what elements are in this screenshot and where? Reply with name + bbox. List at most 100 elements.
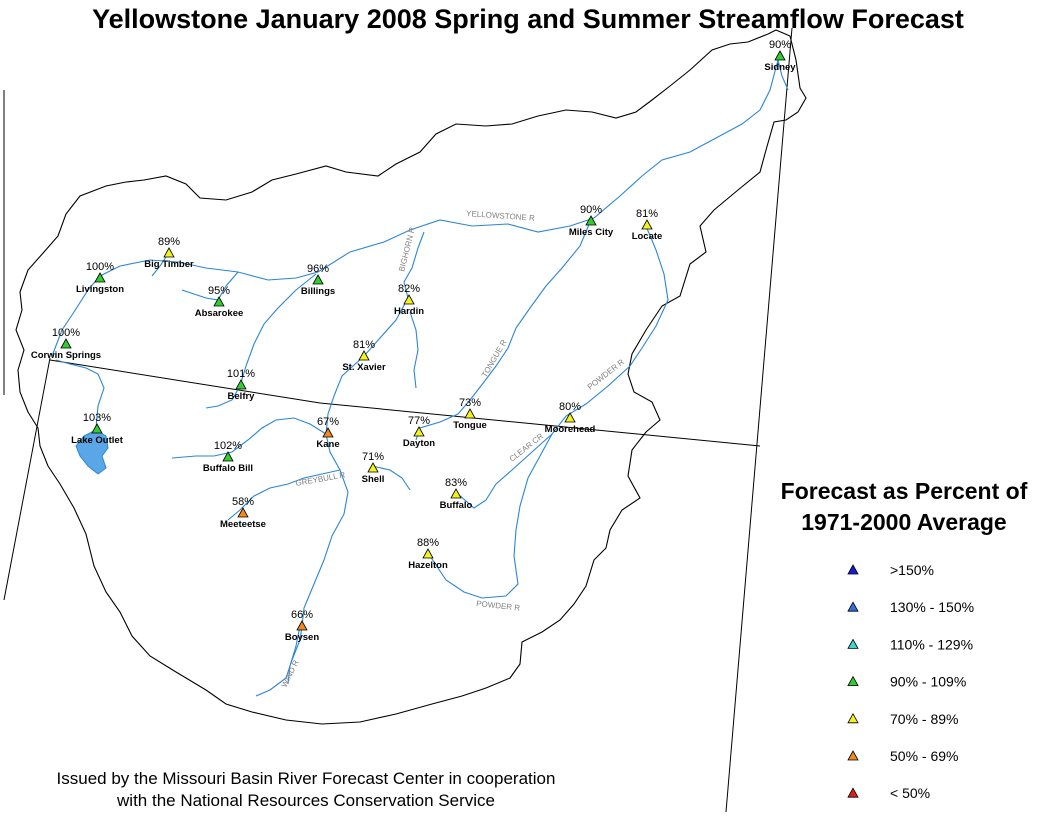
legend-item: 70% - 89% — [847, 711, 958, 727]
legend-item: >150% — [847, 562, 934, 578]
shoshone-river-line — [171, 417, 327, 459]
powder-river-line — [429, 225, 669, 599]
legend-item: 130% - 150% — [847, 599, 974, 615]
station-buffalo: 83% Buffalo — [440, 477, 473, 511]
legend-triangle-icon — [847, 601, 859, 612]
station-percent: 90% — [769, 39, 791, 51]
north-dakota-border-line — [725, 27, 793, 813]
tongue-river-line — [415, 221, 591, 441]
river-label: WIND R — [280, 658, 301, 689]
legend-label: 70% - 89% — [890, 711, 958, 727]
station-percent: 90% — [580, 204, 602, 216]
station-triangle-icon — [94, 272, 106, 283]
montana-wyoming-border-line — [49, 359, 761, 447]
river-label: YELLOWSTONE R — [466, 209, 535, 223]
legend-title-line2: 1971-2000 Average — [801, 509, 1007, 535]
legend-title-line1: Forecast as Percent of — [780, 478, 1028, 504]
station-triangle-icon — [358, 350, 370, 361]
station-shell: 71% Shell — [362, 451, 385, 485]
station-percent: 73% — [459, 397, 481, 409]
clear-creek-line — [457, 433, 553, 509]
station-name: Absarokee — [195, 308, 244, 319]
bighorn-river-line — [255, 231, 425, 697]
station-triangle-icon — [641, 219, 653, 230]
station-kane: 67% Kane — [316, 416, 339, 450]
idaho-border-line — [3, 357, 51, 601]
legend-label: < 50% — [890, 785, 930, 801]
station-percent: 96% — [307, 263, 329, 275]
basin-outline — [15, 29, 807, 725]
station-triangle-icon — [585, 215, 597, 226]
station-name: Buffalo — [440, 500, 473, 511]
station-percent: 89% — [158, 236, 180, 248]
map-title: Yellowstone January 2008 Spring and Summ… — [92, 4, 964, 34]
station-triangle-icon — [91, 423, 103, 434]
station-triangle-icon — [322, 427, 334, 438]
station-name: Meeteetse — [220, 519, 266, 530]
station-percent: 101% — [227, 368, 255, 380]
station-percent: 100% — [86, 261, 114, 273]
station-name: Boysen — [285, 632, 320, 643]
station-percent: 81% — [636, 208, 658, 220]
legend-item: 110% - 129% — [847, 636, 973, 652]
station-percent: 80% — [559, 401, 581, 413]
legend-label: 130% - 150% — [890, 599, 974, 615]
station-name: Locate — [632, 231, 663, 242]
station-percent: 66% — [291, 609, 313, 621]
river-network — [51, 59, 789, 697]
station-moorehead: 80% Moorehead — [545, 401, 596, 435]
station-corwin-springs: 100% Corwin Springs — [31, 327, 101, 361]
station-percent: 77% — [408, 415, 430, 427]
station-name: Moorehead — [545, 424, 596, 435]
river-label: BIGHORN R — [397, 226, 417, 272]
station-triangle-icon — [222, 451, 234, 462]
issuer-note: Issued by the Missouri Basin River Forec… — [6, 768, 606, 812]
yellowstone-river-line — [51, 59, 779, 357]
station-name: Miles City — [569, 227, 614, 238]
station-percent: 58% — [232, 496, 254, 508]
station-triangle-icon — [464, 408, 476, 419]
station-triangle-icon — [422, 548, 434, 559]
station-livingston: 100% Livingston — [76, 261, 124, 295]
issuer-note-line1: Issued by the Missouri Basin River Forec… — [56, 769, 556, 788]
state-boundaries — [3, 27, 793, 813]
shell-creek-line — [371, 465, 411, 491]
legend-label: 50% - 69% — [890, 748, 958, 764]
station-st-xavier: 81% St. Xavier — [342, 339, 386, 373]
station-triangle-icon — [60, 338, 72, 349]
river-label: POWDER R — [476, 599, 521, 613]
station-lake-outlet: 103% Lake Outlet — [71, 412, 124, 446]
station-name: Tongue — [453, 420, 487, 431]
station-triangle-icon — [237, 507, 249, 518]
legend-item: 90% - 109% — [847, 674, 966, 690]
station-percent: 103% — [83, 412, 111, 424]
station-percent: 71% — [362, 451, 384, 463]
station-name: Big Timber — [144, 259, 194, 270]
station-triangle-icon — [213, 296, 225, 307]
legend-triangle-icon — [847, 638, 859, 649]
station-billings: 96% Billings — [301, 263, 335, 297]
river-label: CLEAR CR — [508, 431, 546, 463]
river-label: TONGUE R — [480, 338, 509, 379]
station-name: Billings — [301, 286, 335, 297]
station-name: Belfry — [228, 391, 256, 402]
sidney-tributary-line — [777, 59, 789, 91]
station-triangle-icon — [312, 274, 324, 285]
tongue-upper-line — [409, 311, 419, 389]
wind-river-line — [287, 625, 301, 685]
greybull-river-line — [227, 469, 341, 521]
station-hardin: 82% Hardin — [394, 283, 424, 317]
station-percent: 81% — [353, 339, 375, 351]
station-percent: 67% — [317, 416, 339, 428]
station-hazelton: 88% Hazelton — [408, 537, 448, 571]
station-name: Corwin Springs — [31, 350, 101, 361]
station-percent: 95% — [208, 285, 230, 297]
station-name: St. Xavier — [342, 362, 386, 373]
station-triangle-icon — [774, 50, 786, 61]
station-percent: 100% — [52, 327, 80, 339]
station-triangle-icon — [163, 247, 175, 258]
station-dayton: 77% Dayton — [403, 415, 435, 449]
station-triangle-icon — [367, 462, 379, 473]
station-percent: 88% — [417, 537, 439, 549]
